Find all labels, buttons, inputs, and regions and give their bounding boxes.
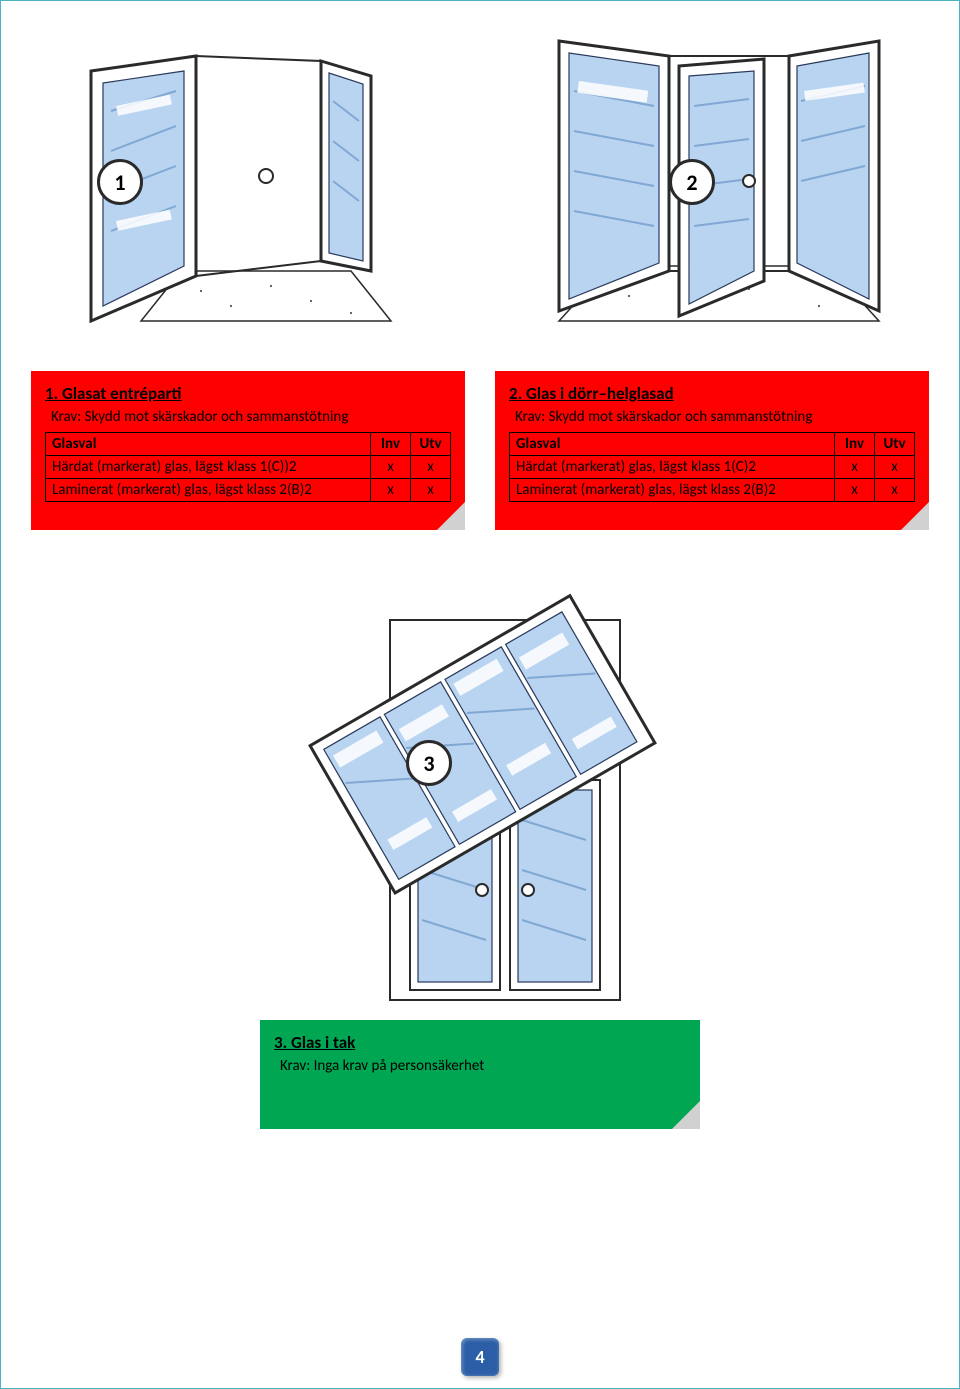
page-container: 1 [0,0,960,1389]
table-row: Härdat (markerat) glas, lägst klass 1(C)… [510,456,915,479]
card-title: 1. Glasat entréparti [45,383,451,404]
cell-utv: x [411,479,451,502]
cell-utv: x [875,456,915,479]
page-number-text: 4 [475,1346,484,1368]
cell-inv: x [835,479,875,502]
info-card-3: 3. Glas i tak Krav: Inga krav på persons… [260,1020,700,1129]
illustration-fig1: 1 [61,21,441,361]
figure-badge-2: 2 [669,159,715,205]
corner-fold-icon [672,1101,700,1129]
figure-badge-label: 1 [114,169,125,196]
figure-badge-3: 3 [406,740,452,786]
info-card-1: 1. Glasat entréparti Krav: Skydd mot skä… [31,371,465,530]
card-title: 3. Glas i tak [274,1032,686,1053]
cell-glasval: Härdat (markerat) glas, lägst klass 1(C)… [510,456,835,479]
table-row: Laminerat (markerat) glas, lägst klass 2… [510,479,915,502]
illustration-fig3: 3 [260,570,700,1010]
table-header-row: Glasval Inv Utv [46,433,451,456]
glasval-table-1: Glasval Inv Utv Härdat (markerat) glas, … [45,432,451,502]
col-glasval: Glasval [46,433,371,456]
info-card-2: 2. Glas i dörr–helglasad Krav: Skydd mot… [495,371,929,530]
card-requirement: Krav: Skydd mot skärskador och sammanstö… [51,408,451,426]
table-header-row: Glasval Inv Utv [510,433,915,456]
figure-badge-1: 1 [97,159,143,205]
figure-badge-label: 3 [423,750,434,777]
col-utv: Utv [411,433,451,456]
corner-fold-icon [437,502,465,530]
cell-glasval: Laminerat (markerat) glas, lägst klass 2… [510,479,835,502]
skylight-icon [260,570,700,1010]
glasval-table-2: Glasval Inv Utv Härdat (markerat) glas, … [509,432,915,502]
illustration-row-center: 3 [1,530,959,1010]
col-inv: Inv [835,433,875,456]
cell-glasval: Härdat (markerat) glas, lägst klass 1(C)… [46,456,371,479]
card-title: 2. Glas i dörr–helglasad [509,383,915,404]
cell-glasval: Laminerat (markerat) glas, lägst klass 2… [46,479,371,502]
col-glasval: Glasval [510,433,835,456]
page-number-badge: 4 [461,1338,499,1376]
cell-inv: x [835,456,875,479]
table-row: Härdat (markerat) glas, lägst klass 1(C)… [46,456,451,479]
cell-inv: x [371,479,411,502]
figure-badge-label: 2 [686,169,697,196]
green-card-row: 3. Glas i tak Krav: Inga krav på persons… [1,1010,959,1129]
tables-row: 1. Glasat entréparti Krav: Skydd mot skä… [1,361,959,530]
col-utv: Utv [875,433,915,456]
cell-utv: x [411,456,451,479]
col-inv: Inv [371,433,411,456]
cell-inv: x [371,456,411,479]
illustration-row-top: 1 [1,1,959,361]
illustration-fig2: 2 [519,21,899,361]
table-row: Laminerat (markerat) glas, lägst klass 2… [46,479,451,502]
card-requirement: Krav: Inga krav på personsäkerhet [280,1057,686,1075]
corner-fold-icon [901,502,929,530]
cell-utv: x [875,479,915,502]
card-requirement: Krav: Skydd mot skärskador och sammanstö… [515,408,915,426]
